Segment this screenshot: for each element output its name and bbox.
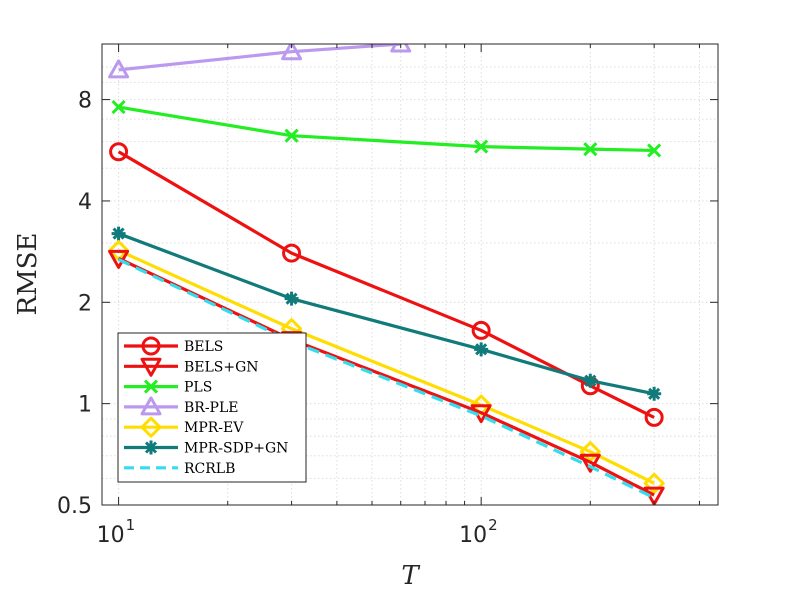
y-axis-title: RMSE [13, 233, 43, 316]
series-pls [111, 100, 662, 158]
legend-item-mpr-sdp-gn: MPR-SDP+GN [124, 440, 288, 457]
legend-marker-pls [143, 379, 159, 394]
legend-item-rcrlb: RCRLB [124, 461, 235, 477]
legend-label-br-ple: BR-PLE [184, 400, 239, 416]
series-line-bels-gn [117, 256, 655, 497]
legend-label-rcrlb: RCRLB [184, 461, 235, 477]
data-point-pls [647, 143, 662, 158]
x-tick-label: 10 [459, 523, 487, 548]
data-point-mpr-sdp-gn [647, 386, 662, 401]
plot-frame [101, 43, 719, 506]
legend-label-bels-gn: BELS+GN [184, 359, 259, 375]
x-tick-label: 10 [97, 523, 125, 548]
series-bels [109, 142, 664, 427]
series-line-br-ple [118, 44, 401, 72]
y-tick-label: 0.5 [57, 494, 92, 519]
series-mpr-sdp-gn [111, 226, 662, 401]
series-line-bels [117, 150, 655, 419]
data-point-bels [471, 320, 491, 340]
legend-item-br-ple: BR-PLE [124, 396, 239, 416]
axis-ticks [102, 44, 718, 506]
x-axis-title: T [401, 561, 420, 591]
series-br-ple [108, 44, 412, 79]
data-point-pls [474, 139, 489, 154]
series-line-rcrlb [117, 258, 655, 500]
legend-label-bels: BELS [184, 339, 223, 355]
legend-marker-mpr-sdp-gn [144, 440, 158, 455]
data-point-bels [282, 243, 302, 263]
x-tick-label-exponent: 1 [126, 516, 136, 534]
data-point-mpr-sdp-gn [474, 342, 489, 357]
data-point-mpr-ev [643, 472, 665, 494]
legend-label-pls: PLS [184, 380, 212, 396]
y-tick-label: 4 [78, 190, 92, 215]
data-point-br-ple [108, 59, 130, 79]
data-point-bels-gn [579, 453, 601, 473]
y-tick-label: 8 [78, 89, 92, 114]
data-point-mpr-sdp-gn [583, 373, 598, 388]
data-point-pls [583, 142, 598, 157]
data-point-bels-gn [108, 249, 130, 269]
data-point-mpr-sdp-gn [284, 291, 299, 306]
y-tick-label: 2 [78, 291, 92, 316]
legend-marker-br-ple [140, 396, 162, 416]
legend-item-bels: BELS [124, 336, 223, 356]
legend-marker-mpr-ev [140, 416, 162, 438]
legend-label-mpr-ev: MPR-EV [184, 420, 244, 436]
series-rcrlb [117, 258, 655, 500]
y-tick-label: 1 [78, 393, 92, 418]
data-point-pls [284, 128, 299, 143]
data-point-br-ple [281, 44, 303, 61]
data-point-pls [111, 100, 126, 115]
legend-item-bels-gn: BELS+GN [124, 357, 259, 377]
data-point-mpr-sdp-gn [111, 226, 126, 241]
data-point-bels [109, 142, 129, 162]
legend-item-pls: PLS [124, 379, 212, 396]
legend: BELS BELS+GN PLS BR-PLE MPR-EV MPR-SDP+GN RCRL… [117, 332, 307, 483]
grid-lines [102, 44, 718, 506]
legend-label-mpr-sdp-gn: MPR-SDP+GN [184, 441, 288, 457]
x-tick-label-exponent: 2 [488, 516, 498, 534]
data-point-bels [644, 407, 664, 427]
data-point-br-ple [390, 44, 412, 53]
legend-marker-bels [141, 336, 161, 356]
legend-marker-bels-gn [140, 357, 162, 377]
legend-item-mpr-ev: MPR-EV [124, 416, 244, 438]
